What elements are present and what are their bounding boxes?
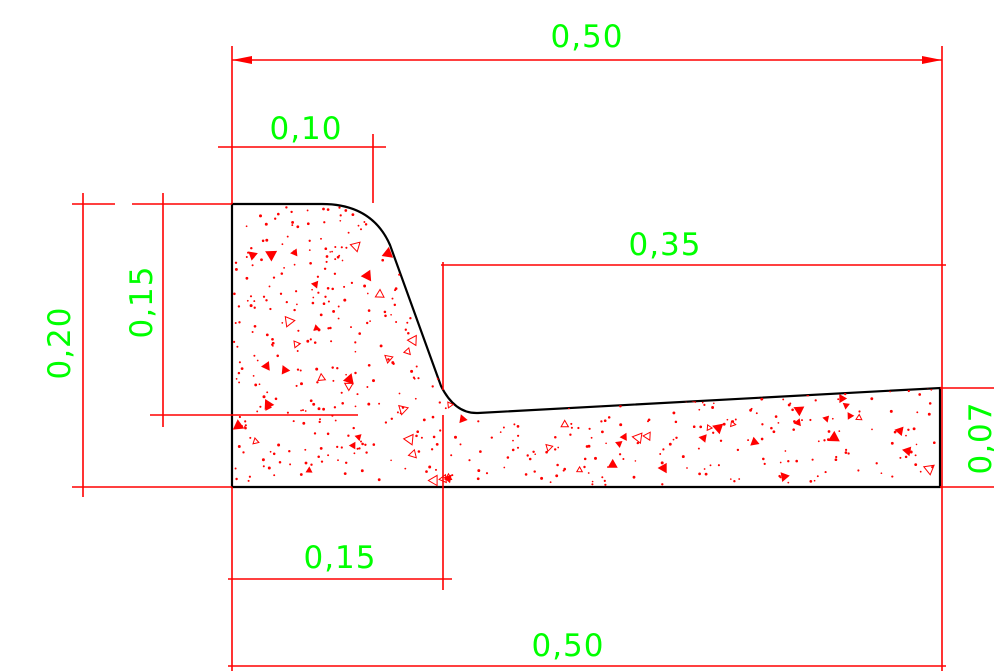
dimension-lines (72, 46, 994, 671)
dim-left-inner-height: 0,15 (124, 265, 160, 338)
section-outline (230, 202, 942, 489)
dim-top-total-width: 0,50 (550, 19, 623, 55)
dim-bottom-left-width: 0,15 (303, 540, 376, 576)
dim-left-total-height: 0,20 (42, 306, 78, 379)
dim-right-height: 0,07 (963, 401, 994, 474)
dim-top-left-width: 0,10 (269, 111, 342, 147)
dim-bottom-total-width: 0,50 (531, 628, 604, 664)
dim-top-right-width: 0,35 (628, 227, 701, 263)
